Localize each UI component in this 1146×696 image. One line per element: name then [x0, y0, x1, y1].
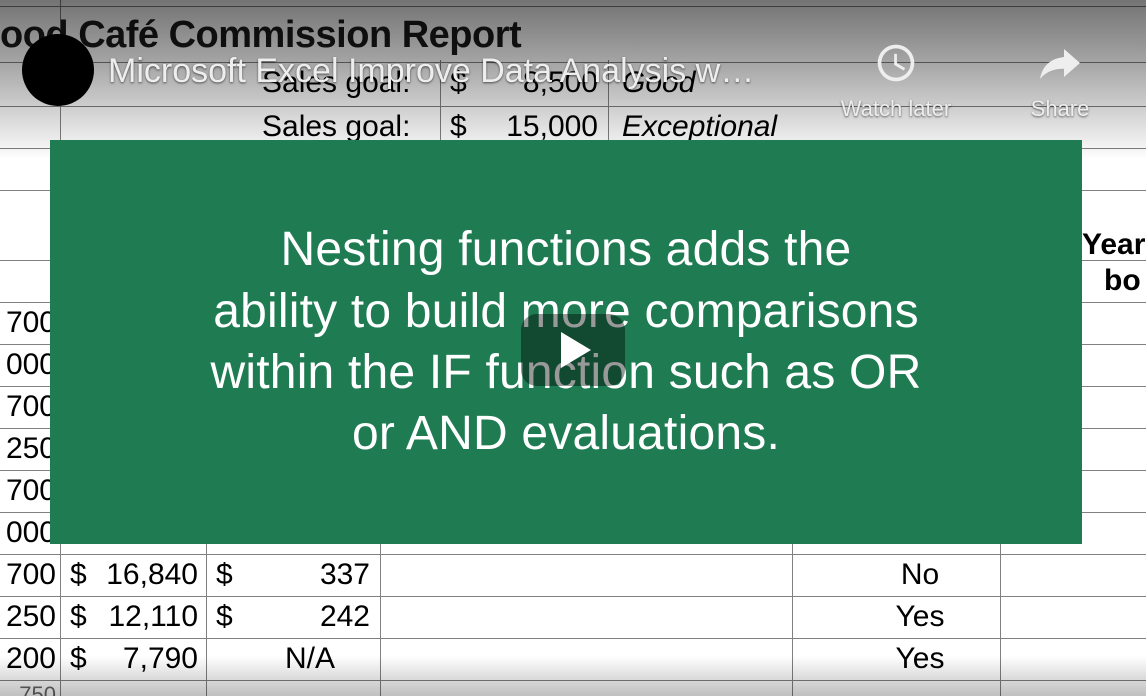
- table-cell: 12,110: [98, 600, 198, 634]
- goal-amount: 15,000: [498, 110, 598, 144]
- play-button[interactable]: [521, 314, 625, 386]
- share-arrow-icon: [1033, 36, 1087, 90]
- table-cell: 200: [0, 642, 56, 676]
- table-cell: 337: [310, 558, 370, 592]
- table-cell: 250: [0, 600, 56, 634]
- caption-line: or AND evaluations.: [352, 407, 780, 460]
- table-cell: 7,790: [98, 642, 198, 676]
- currency-symbol: $: [70, 558, 87, 592]
- share-label: Share: [1000, 96, 1120, 122]
- play-icon: [561, 332, 591, 368]
- gridline-h: [0, 6, 1146, 7]
- gridline-h: [0, 106, 1146, 107]
- currency-symbol: $: [216, 600, 233, 634]
- caption-line: Nesting functions adds the: [281, 223, 852, 276]
- caption-line: comparisons: [631, 285, 919, 338]
- table-cell: No: [860, 558, 980, 592]
- currency-symbol: $: [70, 642, 87, 676]
- watch-later-button[interactable]: Watch later: [826, 36, 966, 122]
- clock-icon: [869, 36, 923, 90]
- table-cell: N/A: [260, 642, 360, 676]
- gridline-h: [0, 596, 1146, 597]
- table-cell: 242: [310, 600, 370, 634]
- gridline-h: [0, 638, 1146, 639]
- goal-tag: Exceptional: [622, 110, 777, 144]
- channel-avatar[interactable]: [22, 34, 94, 106]
- video-title[interactable]: Microsoft Excel Improve Data Analysis w…: [108, 52, 754, 91]
- video-frame: ood Café Commission Report Sales goal: $…: [0, 0, 1146, 696]
- goal-label: Sales goal:: [262, 110, 410, 144]
- gridline-h: [0, 680, 1146, 681]
- caption-line: ability to build: [213, 285, 521, 338]
- column-header: Year: [1082, 228, 1145, 262]
- table-cell: 700: [0, 474, 56, 508]
- currency-symbol: $: [216, 558, 233, 592]
- table-cell: 700: [0, 306, 56, 340]
- table-cell: 000: [0, 348, 56, 382]
- currency-symbol: $: [70, 600, 87, 634]
- table-cell: 750: [0, 682, 56, 696]
- table-cell: 16,840: [98, 558, 198, 592]
- share-button[interactable]: Share: [1000, 36, 1120, 122]
- table-cell: 250: [0, 432, 56, 466]
- gridline-h: [0, 554, 1146, 555]
- currency-symbol: $: [450, 110, 467, 144]
- watch-later-label: Watch later: [826, 96, 966, 122]
- table-cell: Yes: [860, 642, 980, 676]
- column-header: bo: [1104, 264, 1141, 298]
- table-cell: 000: [0, 516, 56, 550]
- table-cell: 700: [0, 558, 56, 592]
- table-cell: 700: [0, 390, 56, 424]
- table-cell: Yes: [860, 600, 980, 634]
